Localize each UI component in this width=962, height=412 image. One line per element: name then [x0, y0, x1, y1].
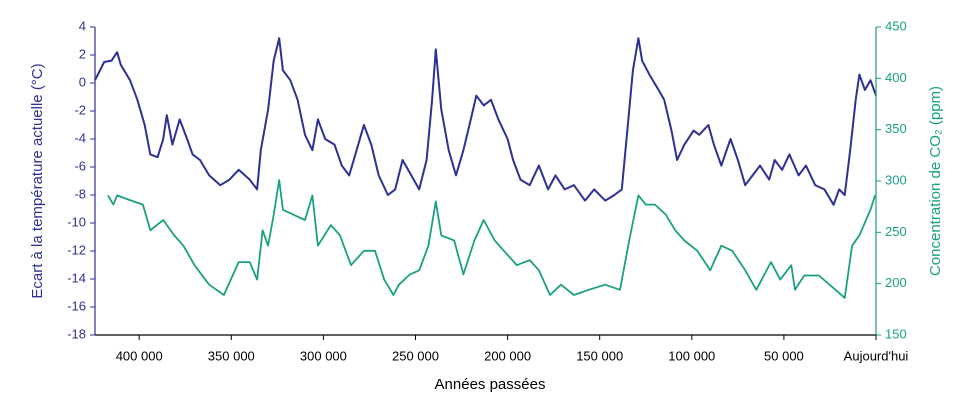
y-axis-label: Ecart à la température actuelle (°C) — [29, 63, 46, 298]
y-tick-label: -4 — [74, 130, 86, 145]
y-tick-label: -14 — [67, 270, 86, 285]
data-line — [107, 179, 876, 299]
y2-tick-label: 350 — [885, 121, 907, 136]
x-tick-label: 150 000 — [576, 348, 623, 363]
y-tick-label: -18 — [67, 326, 86, 341]
x-tick-label: 400 000 — [116, 348, 163, 363]
y-tick-label: -12 — [67, 242, 86, 257]
x-tick-label: Aujourd'hui — [844, 348, 909, 363]
y2-tick-label: 400 — [885, 70, 907, 85]
x-tick-label: 300 000 — [300, 348, 347, 363]
y-tick-label: -16 — [67, 298, 86, 313]
x-tick-label: 250 000 — [392, 348, 439, 363]
data-line — [94, 37, 877, 206]
y-tick-label: -10 — [67, 214, 86, 229]
x-tick-label: 350 000 — [208, 348, 255, 363]
x-axis-label: Années passées — [435, 376, 546, 393]
x-tick-label: 50 000 — [764, 348, 804, 363]
y2-axis-label: Concentration de CO₂ (ppm) — [927, 86, 944, 276]
y-tick-label: 2 — [79, 46, 86, 61]
x-tick-label: 100 000 — [668, 348, 715, 363]
y-tick-label: -2 — [74, 102, 86, 117]
y2-tick-label: 450 — [885, 18, 907, 33]
y2-tick-label: 300 — [885, 172, 907, 187]
x-tick-label: 200 000 — [484, 348, 531, 363]
y2-tick-label: 150 — [885, 326, 907, 341]
y-tick-label: 4 — [79, 18, 86, 33]
y-tick-label: -8 — [74, 186, 86, 201]
y-tick-label: -6 — [74, 158, 86, 173]
y2-tick-label: 250 — [885, 224, 907, 239]
y2-tick-label: 200 — [885, 275, 907, 290]
y-tick-label: 0 — [79, 74, 86, 89]
